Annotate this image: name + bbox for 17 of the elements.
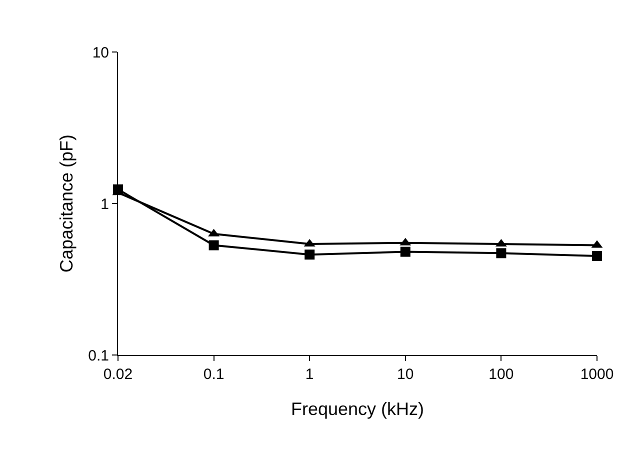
- y-tick-label: 1: [100, 196, 109, 213]
- x-tick-label: 0.1: [203, 366, 224, 383]
- point: [304, 250, 315, 260]
- y-tick-label: 0.1: [88, 347, 109, 364]
- point: [208, 240, 219, 250]
- y-axis-title: Capacitance (pF): [56, 134, 76, 273]
- point: [496, 248, 506, 258]
- y-tick-label: 10: [92, 44, 109, 62]
- x-tick-label: 1: [305, 366, 314, 383]
- point: [592, 251, 602, 262]
- x-tick-label: 10: [397, 366, 414, 383]
- x-tick-label: 1000: [580, 366, 614, 383]
- x-axis-title: Frequency (kHz): [290, 399, 424, 420]
- point: [113, 184, 123, 194]
- point: [400, 246, 410, 257]
- x-tick-label: 0.02: [103, 366, 133, 383]
- x-tick-label: 100: [488, 366, 514, 383]
